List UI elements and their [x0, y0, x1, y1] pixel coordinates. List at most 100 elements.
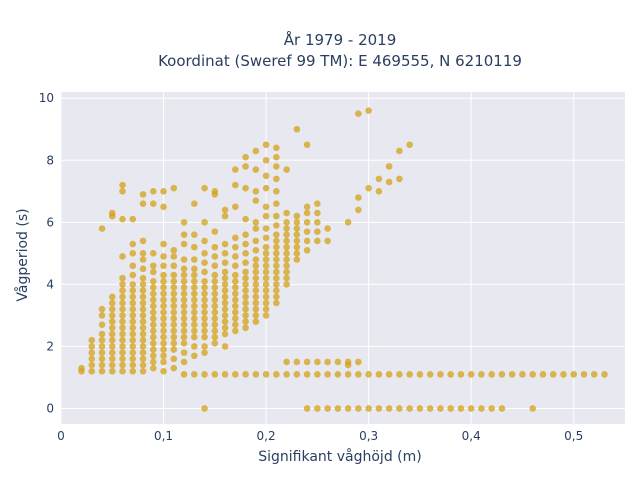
data-point — [232, 296, 239, 304]
data-point — [242, 312, 249, 319]
data-point — [232, 166, 239, 173]
data-point — [375, 175, 383, 183]
data-point — [293, 125, 301, 133]
data-point — [211, 333, 219, 341]
data-point — [180, 302, 188, 310]
data-point — [180, 321, 188, 329]
data-point — [314, 219, 321, 226]
data-point — [160, 352, 167, 360]
data-point — [221, 281, 229, 288]
data-point — [180, 290, 188, 297]
data-point — [457, 405, 465, 412]
data-point — [129, 299, 137, 307]
data-point — [221, 240, 229, 248]
data-point — [355, 405, 362, 412]
data-point — [221, 318, 229, 325]
data-point — [211, 371, 219, 378]
data-point — [139, 191, 147, 198]
data-point — [180, 277, 188, 285]
data-point — [119, 324, 126, 332]
data-point — [108, 299, 116, 307]
data-point — [283, 281, 290, 288]
data-point — [283, 256, 290, 263]
data-point — [119, 281, 126, 288]
data-point — [160, 302, 167, 310]
data-point — [221, 212, 229, 220]
data-point — [314, 200, 321, 208]
data-point — [549, 371, 557, 378]
data-point — [129, 287, 137, 294]
data-point — [211, 302, 219, 310]
data-point — [232, 262, 239, 270]
data-point — [119, 287, 126, 294]
data-point — [108, 367, 116, 375]
data-point — [129, 262, 137, 270]
data-point — [139, 343, 147, 350]
data-point — [273, 175, 280, 183]
data-point — [170, 355, 178, 363]
data-point — [191, 271, 198, 279]
data-point — [232, 321, 239, 329]
data-point — [242, 163, 249, 170]
data-point — [426, 371, 434, 378]
chart-subtitle: Koordinat (Sweref 99 TM): E 469555, N 62… — [158, 52, 522, 70]
data-point — [129, 349, 137, 356]
data-point — [211, 296, 219, 304]
data-point — [273, 144, 280, 152]
data-point — [191, 343, 198, 350]
data-point — [283, 166, 290, 173]
data-point — [273, 231, 280, 239]
data-point — [303, 203, 311, 211]
data-point — [108, 324, 116, 332]
data-point — [211, 315, 219, 322]
data-point — [303, 371, 311, 378]
data-point — [273, 163, 280, 170]
data-point — [149, 333, 157, 341]
y-axis-ticks: 0 2 4 6 8 10 — [39, 91, 54, 415]
data-point — [211, 340, 219, 347]
data-point — [273, 274, 280, 282]
data-point — [191, 290, 198, 297]
data-point — [180, 256, 188, 263]
data-points — [78, 107, 608, 412]
y-tick-label: 0 — [46, 401, 54, 415]
data-point — [252, 187, 260, 195]
data-point — [355, 110, 362, 118]
data-point — [160, 296, 167, 304]
data-point — [221, 371, 229, 378]
data-point — [273, 268, 280, 276]
data-point — [160, 277, 167, 285]
data-point — [139, 250, 147, 257]
data-point — [262, 184, 270, 192]
data-point — [139, 200, 147, 208]
data-point — [303, 237, 311, 245]
data-point — [180, 315, 188, 322]
data-point — [252, 318, 260, 325]
data-point — [149, 250, 157, 257]
data-point — [119, 253, 126, 260]
data-point — [191, 302, 198, 310]
data-point — [262, 287, 270, 294]
data-point — [221, 274, 229, 282]
x-axis-ticks: 0 0,1 0,2 0,3 0,4 0,5 — [57, 429, 583, 443]
data-point — [170, 271, 178, 279]
y-tick-label: 6 — [46, 215, 54, 229]
data-point — [139, 293, 147, 301]
data-point — [242, 287, 249, 294]
data-point — [375, 187, 383, 195]
data-point — [262, 256, 270, 263]
data-point — [180, 340, 188, 347]
data-point — [201, 405, 208, 412]
data-point — [170, 340, 178, 347]
data-point — [180, 265, 188, 273]
data-point — [191, 327, 198, 335]
data-point — [252, 268, 260, 276]
data-point — [191, 256, 198, 263]
data-point — [129, 281, 137, 288]
data-point — [498, 371, 506, 378]
data-point — [314, 358, 321, 366]
data-point — [139, 265, 147, 273]
data-point — [529, 405, 537, 412]
data-point — [385, 163, 393, 170]
data-point — [324, 371, 331, 378]
